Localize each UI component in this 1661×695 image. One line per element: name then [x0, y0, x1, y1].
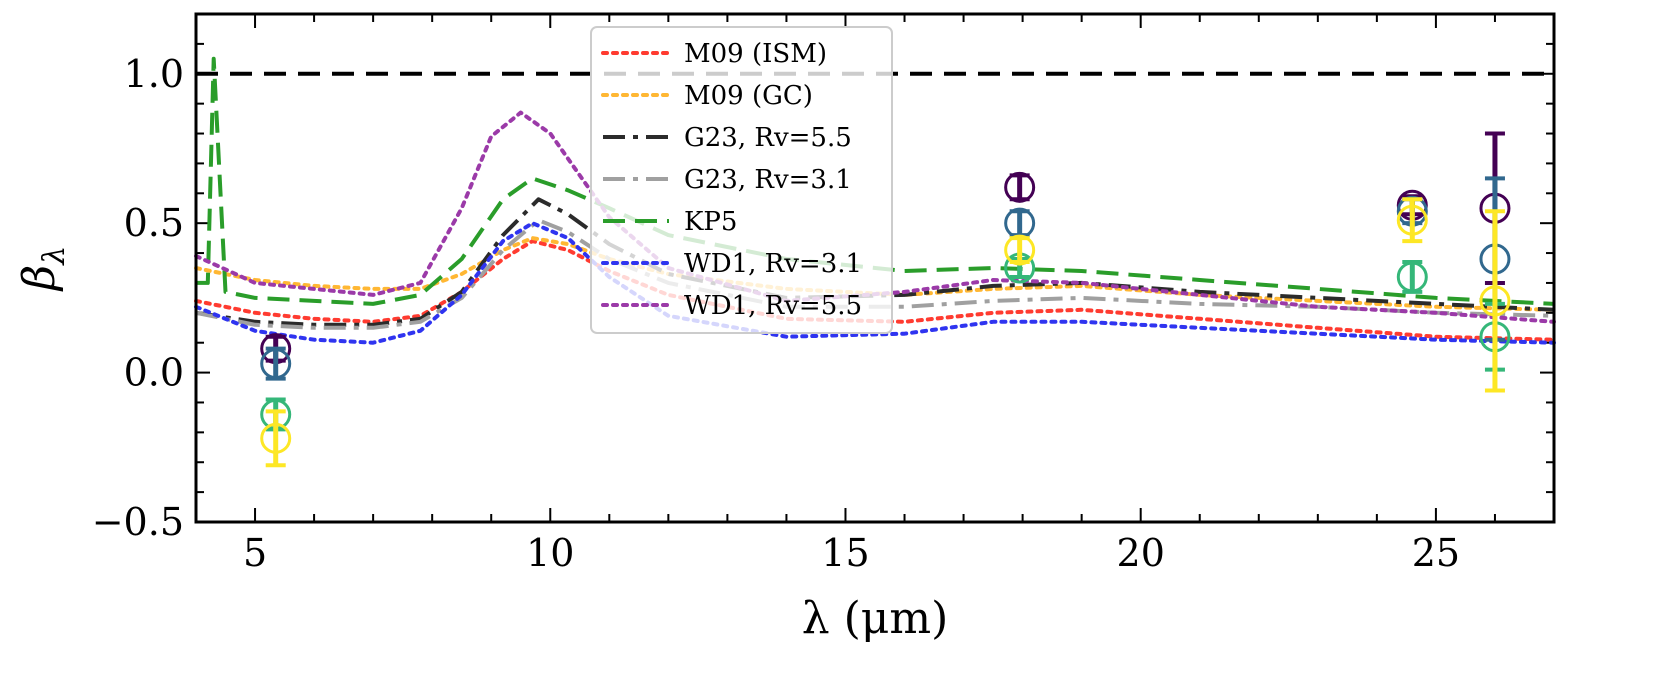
ticks-layer: 5 10 15 20 25 −0.5 0.0 0.5 1.0 — [92, 13, 1555, 575]
legend-label-2: G23, Rv=5.5 — [684, 123, 852, 153]
y-tick-label: 0.0 — [124, 351, 184, 395]
data-point-1 — [260, 348, 292, 380]
y-axis-label-symbol: β — [14, 265, 65, 292]
data-point-4 — [1004, 171, 1036, 203]
legend-label-4: KP5 — [684, 207, 737, 237]
points-layer — [260, 131, 1511, 468]
y-axis-label: βλ — [14, 246, 72, 292]
legend-box — [590, 26, 893, 334]
data-point-15 — [1479, 285, 1511, 317]
legend-label-0: M09 (ISM) — [684, 39, 827, 69]
legend-label-3: G23, Rv=3.1 — [684, 165, 852, 195]
series-line-4 — [196, 56, 1555, 306]
data-point-7 — [1004, 234, 1036, 266]
data-point-3 — [260, 422, 292, 454]
legend-label-6: WD1, Rv=5.5 — [684, 291, 862, 321]
data-point-11 — [1396, 204, 1428, 236]
x-tick-label: 10 — [526, 531, 574, 575]
legend-label-1: M09 (GC) — [684, 81, 813, 111]
x-axis-label: λ (μm) — [802, 593, 949, 644]
y-tick-label: −0.5 — [92, 500, 184, 544]
legend: M09 (ISM) M09 (GC) G23, Rv=5.5 G23, Rv=3.1 K… — [590, 26, 893, 334]
y-tick-label: 1.0 — [124, 52, 184, 96]
legend-label-5: WD1, Rv=3.1 — [684, 249, 862, 279]
x-tick-label: 15 — [821, 531, 869, 575]
x-tick-label: 5 — [243, 531, 267, 575]
x-tick-label: 20 — [1117, 531, 1165, 575]
series-line-6 — [194, 110, 1556, 324]
plot-frame — [194, 12, 1556, 524]
y-axis-label-subscript: λ — [37, 246, 72, 266]
x-tick-label: 25 — [1412, 531, 1460, 575]
data-point-10 — [1396, 261, 1428, 293]
y-tick-label: 0.5 — [124, 201, 184, 245]
